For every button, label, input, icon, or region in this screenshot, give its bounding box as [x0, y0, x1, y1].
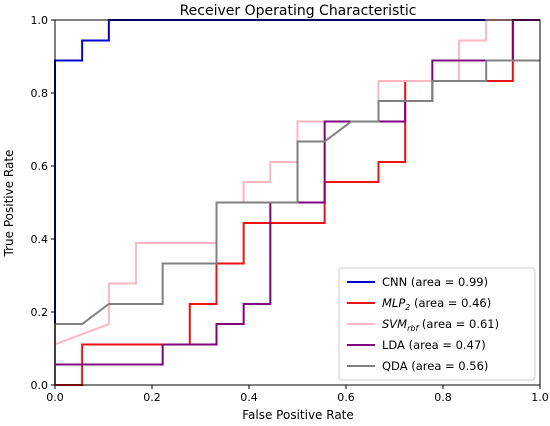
- legend-box: [338, 267, 536, 381]
- legend-label-cnn: CNN (area = 0.99): [382, 275, 488, 289]
- x-axis-label: False Positive Rate: [242, 408, 354, 422]
- series-line-qda: [54, 59, 540, 385]
- axis-ticks: 0.00.0 0.2 0.2 0.4 0.4 0.6 0.6 0.8 0.8 1.0 1.0: [31, 14, 549, 404]
- chart-title: Receiver Operating Characteristic: [180, 3, 417, 19]
- x-tick-label: 0.6: [337, 391, 355, 404]
- y-tick-label: 0.0: [31, 379, 49, 392]
- y-tick-label: 0.4: [31, 233, 49, 246]
- x-tick-label: 0.0: [46, 391, 64, 404]
- legend-label-mlp2: MLP2 (area = 0.46): [382, 296, 491, 312]
- legend-label-svmrbf: SVMrbf (area = 0.61): [382, 317, 499, 333]
- y-tick-label: 0.2: [31, 306, 49, 319]
- x-tick-label: 0.4: [240, 391, 258, 404]
- legend: CNN (area = 0.99) MLP2 (area = 0.46) SVMrb…: [338, 267, 536, 381]
- y-tick-label: 0.8: [31, 87, 49, 100]
- x-tick-label: 0.8: [434, 391, 452, 404]
- plot-frame: [54, 19, 541, 386]
- y-tick-label: 1.0: [31, 14, 49, 27]
- legend-label-qda: QDA (area = 0.56): [382, 359, 488, 373]
- legend-label-lda: LDA (area = 0.47): [382, 338, 486, 352]
- y-axis-label: True Positive Rate: [2, 150, 16, 258]
- x-tick-label: 0.2: [143, 391, 161, 404]
- x-tick-label: 1.0: [531, 391, 549, 404]
- y-tick-label: 0.6: [31, 160, 49, 173]
